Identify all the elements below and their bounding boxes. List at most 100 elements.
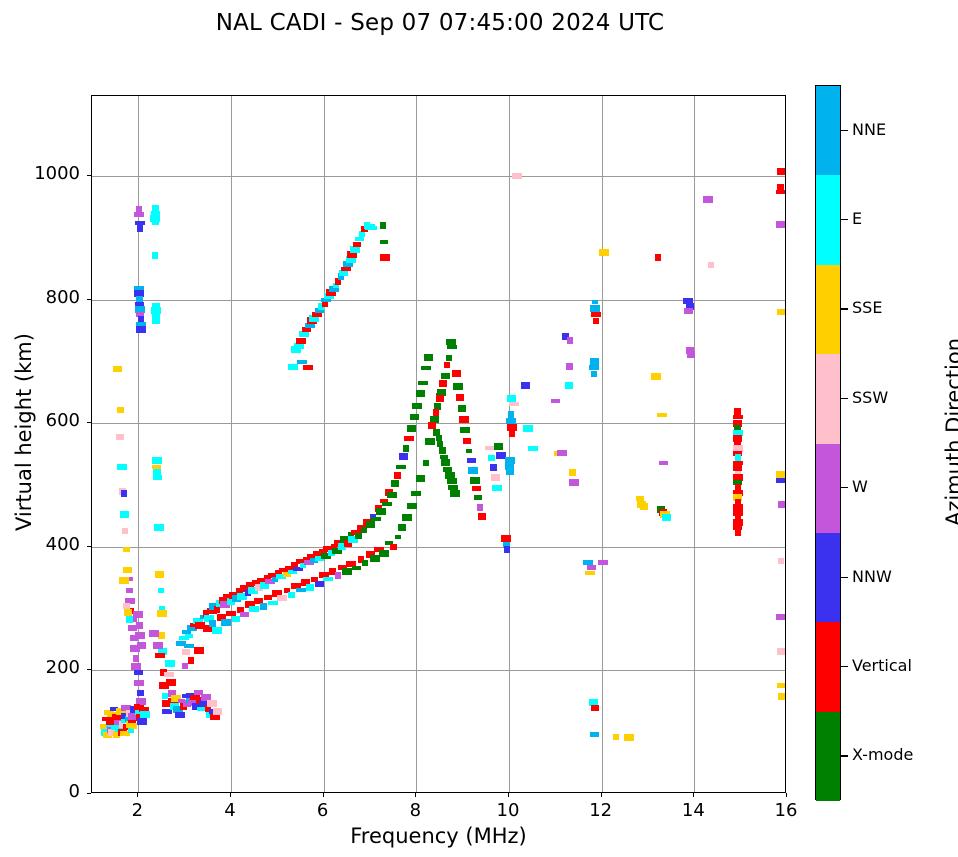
echo-point [662, 513, 672, 521]
echo-point [376, 507, 387, 515]
echo-point [203, 615, 214, 623]
echo-point [139, 697, 146, 705]
echo-point [387, 492, 398, 499]
echo-point [135, 301, 145, 308]
echo-point [256, 577, 267, 583]
echo-point [409, 414, 419, 421]
x-tick-label: 4 [224, 800, 236, 821]
echo-point [191, 702, 202, 710]
echo-point [733, 480, 743, 486]
echo-point [436, 388, 446, 396]
echo-point [565, 381, 574, 389]
echo-point [192, 618, 203, 625]
echo-point [655, 254, 662, 262]
echo-point [478, 512, 487, 520]
echo-point [338, 543, 347, 551]
echo-point [327, 550, 335, 557]
echo-point [685, 302, 694, 310]
echo-point [330, 543, 337, 550]
echo-point [355, 532, 363, 539]
echo-point [640, 502, 649, 510]
echo-point [188, 699, 198, 707]
echo-point [466, 448, 473, 453]
echo-point [232, 595, 242, 603]
echo-point [339, 536, 350, 543]
echo-point [149, 629, 160, 637]
echo-point [299, 331, 310, 338]
echo-point [776, 614, 785, 621]
echo-point [467, 466, 478, 474]
y-tick [87, 793, 91, 794]
echo-point [407, 424, 417, 432]
echo-point [447, 344, 458, 349]
colorbar-segment-vertical [816, 622, 840, 712]
echo-point [334, 571, 341, 579]
echo-point [556, 450, 567, 457]
echo-point [221, 618, 232, 626]
echo-point [589, 365, 600, 371]
echo-point [438, 447, 446, 455]
x-tick [600, 793, 602, 797]
colorbar-label-nne: NNE [852, 119, 887, 139]
echo-point [528, 445, 539, 451]
echo-point [159, 669, 167, 677]
echo-point [272, 576, 279, 582]
echo-point [734, 514, 741, 520]
gridline-vertical [416, 96, 418, 792]
echo-point [502, 541, 510, 547]
echo-point [777, 167, 785, 175]
echo-point [495, 452, 506, 459]
echo-point [582, 560, 593, 566]
echo-point [153, 475, 163, 481]
echo-point [132, 654, 139, 662]
echo-point [276, 594, 287, 601]
echo-point [202, 610, 209, 618]
echo-point [125, 616, 133, 624]
colorbar-label-e: E [852, 209, 863, 229]
echo-point [593, 317, 600, 324]
echo-point [589, 732, 599, 738]
echo-point [274, 570, 282, 576]
echo-point [183, 700, 192, 708]
echo-point [154, 653, 165, 659]
x-tick [137, 793, 139, 797]
echo-point [451, 370, 461, 378]
echo-point [320, 552, 331, 559]
echo-point [512, 173, 523, 180]
y-tick [87, 298, 91, 300]
echo-point [335, 277, 342, 285]
echo-point [348, 536, 359, 543]
echo-point [734, 440, 742, 446]
echo-point [151, 313, 160, 319]
echo-point [775, 190, 785, 195]
echo-point [121, 704, 132, 711]
echo-point [776, 470, 785, 478]
echo-point [305, 584, 314, 592]
echo-point [171, 695, 182, 703]
echo-point [185, 633, 194, 638]
echo-point [775, 477, 785, 483]
echo-point [460, 426, 471, 433]
echo-point [379, 499, 388, 504]
echo-point [732, 518, 743, 526]
echo-point [115, 433, 124, 440]
echo-point [151, 303, 160, 310]
echo-point [472, 486, 482, 492]
echo-point [659, 460, 669, 465]
echo-point [210, 714, 221, 721]
echo-point [686, 350, 695, 358]
echo-point [133, 670, 143, 676]
echo-point [391, 480, 400, 488]
echo-point [338, 272, 345, 280]
echo-point [332, 282, 339, 288]
echo-point [167, 690, 176, 698]
echo-point [477, 503, 484, 511]
echo-point [200, 615, 207, 620]
echo-point [227, 597, 235, 605]
echo-point [295, 588, 306, 593]
echo-point [204, 705, 211, 713]
echo-point [732, 489, 743, 496]
echo-point [150, 307, 161, 315]
echo-point [159, 681, 170, 689]
echo-point [136, 689, 144, 696]
